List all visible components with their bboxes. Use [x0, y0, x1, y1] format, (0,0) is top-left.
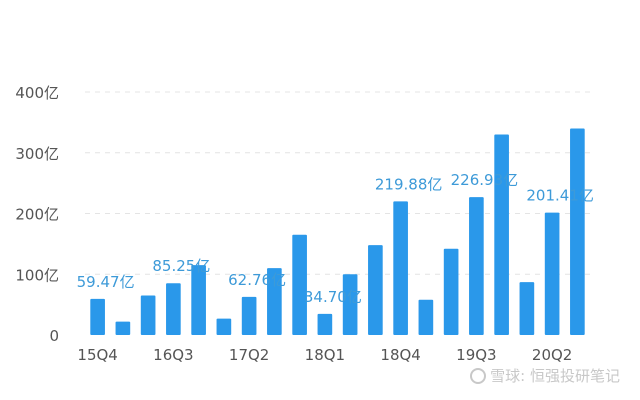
bar-18Q2	[342, 274, 358, 335]
bar-19Q2	[443, 248, 459, 335]
y-tick-label: 400亿	[15, 84, 59, 102]
bar-16Q2	[140, 295, 156, 335]
bar-15Q4	[90, 298, 105, 335]
bar-17Q2	[241, 296, 257, 335]
y-tick-label: 100亿	[15, 266, 59, 284]
data-label: 219.88亿	[375, 175, 443, 193]
x-tick-label: 15Q4	[77, 346, 117, 364]
x-tick-label: 16Q3	[153, 346, 193, 364]
bar-17Q1	[216, 318, 232, 335]
bar-17Q3	[267, 268, 282, 335]
bar-19Q1	[418, 299, 434, 335]
bar-18Q1	[317, 313, 333, 335]
data-label: 59.47亿	[77, 273, 135, 291]
bar-19Q4	[494, 134, 509, 335]
watermark-text: 雪球: 恒强投研笔记	[490, 367, 620, 385]
y-tick-label: 200亿	[15, 206, 59, 224]
x-tick-label: 20Q2	[532, 346, 572, 364]
bar-20Q1	[519, 282, 535, 335]
y-tick-label: 300亿	[15, 145, 59, 163]
bar-20Q3	[570, 128, 585, 335]
bar-19Q3	[469, 197, 484, 335]
x-tick-label: 17Q2	[229, 346, 269, 364]
bar-20Q2	[544, 212, 560, 335]
y-tick-label: 0	[49, 327, 59, 345]
data-label: 85.25亿	[152, 257, 210, 275]
data-label: 226.93亿	[451, 171, 519, 189]
bar-18Q4	[393, 201, 408, 335]
snowball-logo-icon	[470, 367, 487, 384]
data-label: 62.76亿	[228, 271, 286, 289]
bar-16Q1	[115, 321, 131, 335]
x-tick-label: 18Q4	[380, 346, 420, 364]
bar-18Q3	[368, 245, 383, 335]
bar-17Q4	[292, 234, 307, 335]
x-tick-label: 18Q1	[305, 346, 345, 364]
watermark: 雪球: 恒强投研笔记	[470, 365, 620, 386]
bar-16Q4	[191, 265, 206, 335]
x-tick-label: 19Q3	[456, 346, 496, 364]
data-label: 34.70亿	[304, 288, 362, 306]
data-label: 201.41亿	[526, 187, 594, 205]
bar-16Q3	[166, 283, 181, 335]
